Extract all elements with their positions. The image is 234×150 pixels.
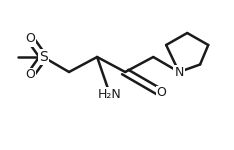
Text: O: O bbox=[157, 87, 166, 99]
Text: S: S bbox=[39, 50, 48, 64]
Text: O: O bbox=[26, 33, 35, 45]
Text: H₂N: H₂N bbox=[98, 88, 122, 101]
Text: O: O bbox=[26, 69, 35, 81]
Text: N: N bbox=[174, 66, 184, 78]
